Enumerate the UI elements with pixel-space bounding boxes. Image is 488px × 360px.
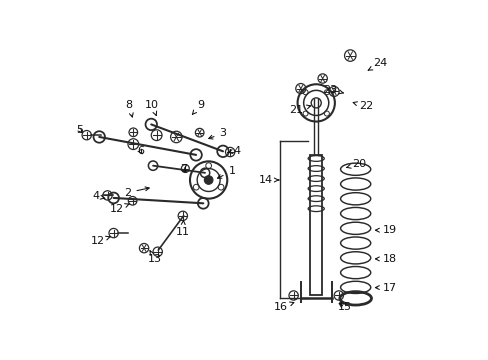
Text: 7: 7 [180, 164, 187, 174]
Text: 8: 8 [125, 100, 133, 117]
Text: 19: 19 [375, 225, 396, 235]
Text: 1: 1 [217, 166, 235, 178]
Text: 16: 16 [273, 302, 293, 312]
Text: 14: 14 [259, 175, 278, 185]
Text: 18: 18 [375, 254, 396, 264]
Text: 10: 10 [144, 100, 159, 116]
Text: 9: 9 [192, 100, 204, 114]
Text: 4: 4 [92, 191, 104, 201]
Text: 12: 12 [90, 236, 110, 246]
Text: 24: 24 [367, 58, 387, 70]
Text: 22: 22 [352, 102, 373, 112]
Text: 20: 20 [346, 159, 366, 169]
Text: 11: 11 [176, 221, 189, 237]
Text: 15: 15 [337, 302, 351, 312]
Text: 2: 2 [124, 187, 149, 198]
Bar [309, 155, 322, 295]
Text: 23: 23 [323, 85, 343, 95]
Text: 6: 6 [137, 146, 143, 156]
Text: 21: 21 [289, 105, 310, 115]
Text: 12: 12 [110, 204, 129, 214]
Text: 4: 4 [228, 145, 241, 156]
Text: 13: 13 [147, 251, 162, 264]
Text: 5: 5 [76, 125, 83, 135]
Circle shape [204, 176, 212, 184]
Text: 3: 3 [208, 129, 226, 139]
Text: 17: 17 [375, 283, 396, 293]
